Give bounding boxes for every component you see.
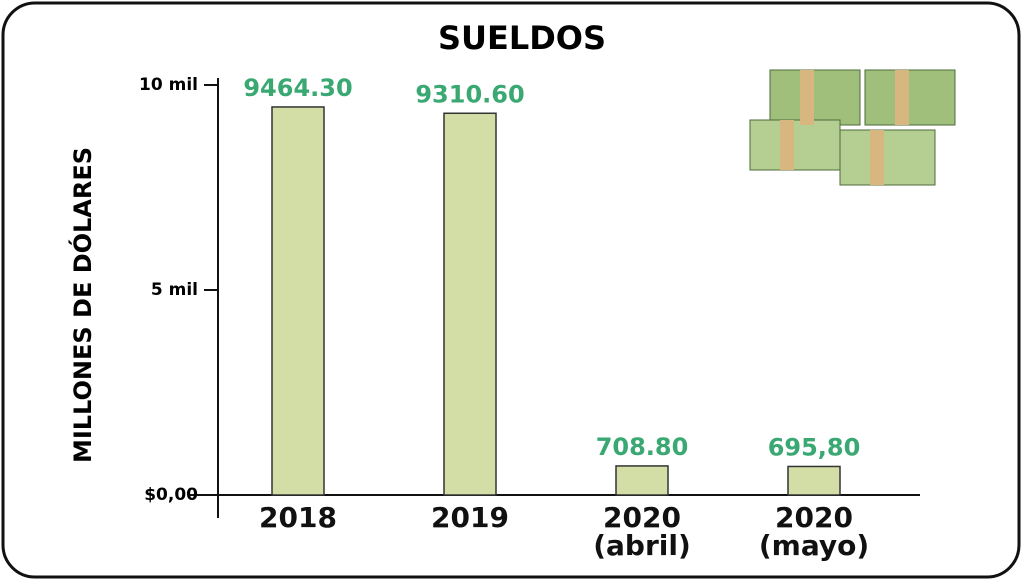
- value-label: 695,80: [768, 433, 861, 461]
- value-label: 708.80: [596, 433, 689, 461]
- chart-title: SUELDOS: [438, 19, 606, 57]
- bar: [615, 465, 669, 496]
- value-label: 9310.60: [415, 80, 524, 108]
- value-label: 9464.30: [243, 74, 352, 102]
- y-tick-label: 5 mil: [151, 280, 198, 300]
- x-tick-label: 2020 (abril): [593, 501, 691, 562]
- x-tick-label: 2019: [431, 501, 509, 534]
- y-tick-label: 10 mil: [139, 75, 198, 95]
- money-icon: [749, 69, 956, 186]
- x-tick-label: 2018: [259, 501, 337, 534]
- x-tick-label: 2020 (mayo): [758, 501, 870, 562]
- bar: [787, 465, 841, 496]
- bar: [443, 112, 497, 496]
- y-axis-label: MILLONES DE DÓLARES: [67, 147, 97, 463]
- y-tick-label: $0,00: [144, 485, 198, 505]
- bar: [271, 106, 325, 496]
